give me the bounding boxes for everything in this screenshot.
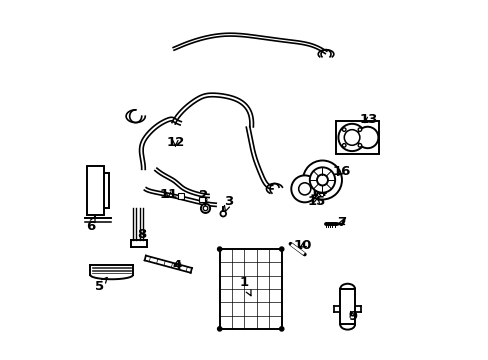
Circle shape: [279, 327, 283, 331]
Text: 14: 14: [309, 186, 327, 199]
Circle shape: [201, 204, 210, 213]
Text: 3: 3: [224, 195, 233, 211]
Text: 11: 11: [159, 188, 177, 201]
Text: 8: 8: [137, 229, 146, 242]
Text: 4: 4: [172, 258, 182, 271]
Circle shape: [291, 175, 318, 202]
Bar: [340, 289, 354, 324]
Circle shape: [338, 124, 365, 151]
Circle shape: [309, 167, 334, 193]
Circle shape: [342, 128, 346, 131]
Bar: [336, 121, 379, 154]
Circle shape: [217, 247, 222, 251]
Text: 2: 2: [199, 189, 208, 206]
Text: 13: 13: [359, 113, 377, 126]
Text: 7: 7: [337, 216, 346, 229]
Bar: [178, 193, 183, 199]
Circle shape: [203, 206, 207, 211]
Circle shape: [298, 183, 310, 195]
Text: 15: 15: [307, 195, 325, 208]
Circle shape: [342, 144, 346, 147]
Text: 12: 12: [166, 136, 184, 149]
Circle shape: [220, 211, 225, 216]
Circle shape: [356, 127, 378, 148]
Circle shape: [357, 144, 361, 147]
Text: 10: 10: [293, 239, 311, 252]
Circle shape: [344, 130, 359, 145]
Circle shape: [357, 128, 361, 131]
Text: 1: 1: [240, 276, 250, 296]
Text: 5: 5: [94, 278, 107, 293]
Circle shape: [316, 175, 327, 185]
Bar: [86, 166, 104, 215]
Circle shape: [279, 247, 283, 251]
Bar: [219, 249, 281, 329]
Circle shape: [217, 327, 222, 331]
Text: 6: 6: [85, 216, 95, 233]
Text: 9: 9: [347, 310, 356, 323]
Bar: [199, 197, 204, 202]
Text: 16: 16: [332, 165, 350, 177]
Circle shape: [303, 161, 341, 199]
